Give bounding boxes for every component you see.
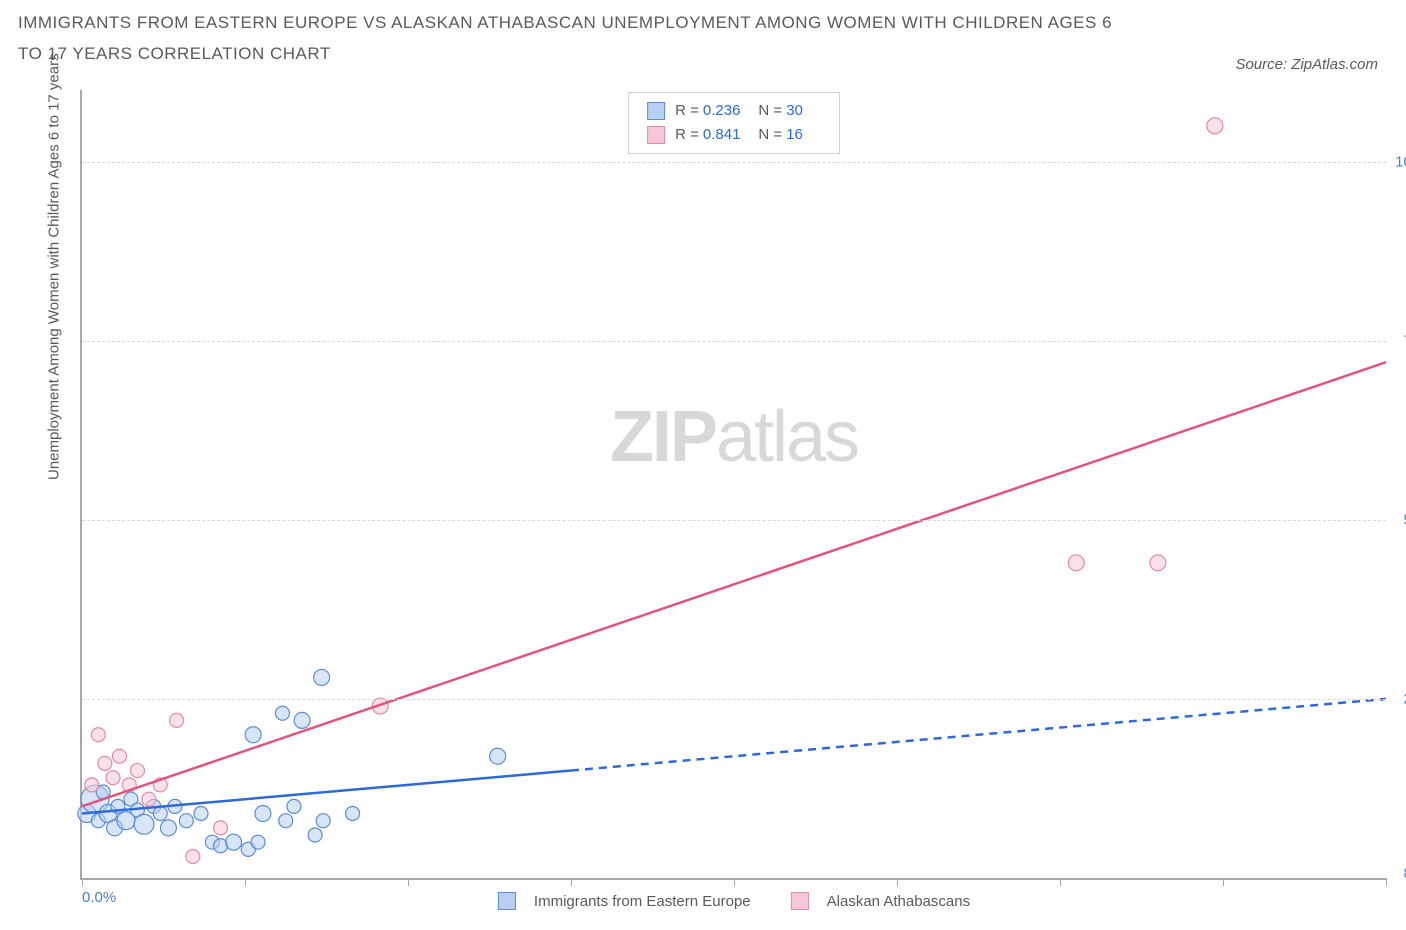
data-point [226,834,242,850]
data-point [160,820,176,836]
y-tick-label: 100.0% [1395,153,1406,170]
chart-area: Unemployment Among Women with Children A… [50,90,1386,880]
gridline-h [82,520,1386,521]
legend-item-series-1: Immigrants from Eastern Europe [498,892,751,910]
x-tick [82,878,83,886]
x-tick [897,878,898,886]
data-point [153,807,167,821]
data-point [1150,555,1166,571]
data-point [308,828,322,842]
x-tick [245,878,246,886]
gridline-h [82,341,1386,342]
data-point [112,749,126,763]
scatter-svg [82,90,1386,878]
data-point [255,806,271,822]
chart-title: IMMIGRANTS FROM EASTERN EUROPE VS ALASKA… [18,8,1118,69]
data-point [275,706,289,720]
gridline-h [82,162,1386,163]
data-point [316,814,330,828]
bottom-legend: Immigrants from Eastern Europe Alaskan A… [498,892,970,910]
x-tick [734,878,735,886]
data-point [251,835,265,849]
data-point [214,821,228,835]
data-point [294,712,310,728]
data-point [130,764,144,778]
data-point [314,669,330,685]
data-point [179,814,193,828]
data-point [245,727,261,743]
data-point [186,850,200,864]
data-point [85,778,99,792]
data-point [134,814,154,834]
data-point [142,792,156,806]
x-axis-min-label: 0.0% [82,889,116,906]
data-point [1207,118,1223,134]
data-point [490,748,506,764]
gridline-h [82,699,1386,700]
x-tick [408,878,409,886]
x-tick [571,878,572,886]
legend-item-series-2: Alaskan Athabascans [791,892,970,910]
data-point [194,807,208,821]
data-point [346,807,360,821]
data-point [91,728,105,742]
x-tick [1386,878,1387,886]
legend-swatch-series-1 [498,892,516,910]
legend-label-series-2: Alaskan Athabascans [827,893,970,910]
source-attribution: Source: ZipAtlas.com [1235,56,1378,73]
data-point [1068,555,1084,571]
data-point [170,713,184,727]
x-tick [1223,878,1224,886]
legend-swatch-series-2 [791,892,809,910]
trend-line-dashed [571,699,1386,771]
data-point [279,814,293,828]
data-point [98,756,112,770]
y-axis-label: Unemployment Among Women with Children A… [46,53,63,480]
plot-region: ZIPatlas R = 0.236 N = 30 R = 0.841 N = … [80,90,1386,880]
trend-line-solid [82,771,571,814]
x-tick [1060,878,1061,886]
legend-label-series-1: Immigrants from Eastern Europe [534,893,751,910]
trend-line [82,362,1386,806]
data-point [106,771,120,785]
data-point [287,799,301,813]
